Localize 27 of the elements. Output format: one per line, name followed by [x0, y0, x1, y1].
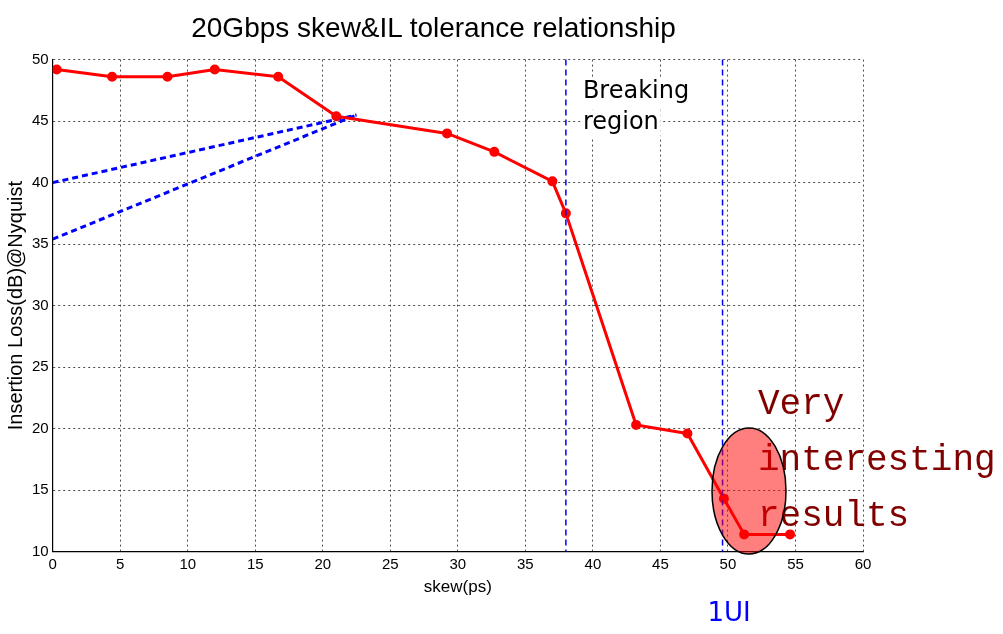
- x-tick-label: 45: [652, 554, 669, 572]
- y-tick-label: 30: [32, 295, 49, 313]
- x-tick-label: 50: [719, 554, 737, 572]
- x-tick-label: 30: [449, 554, 467, 572]
- chart-title: 20Gbps skew&IL tolerance relationship: [191, 11, 676, 43]
- ref-line-label: 1UI: [707, 597, 751, 628]
- y-tick-label: 45: [32, 111, 49, 129]
- x-tick-label: 55: [787, 554, 804, 572]
- x-axis-title: skew(ps): [423, 577, 492, 597]
- x-tick-label: 60: [854, 554, 872, 572]
- ref-line-label: Breaking region: [582, 75, 690, 135]
- x-tick-label: 25: [381, 554, 399, 572]
- x-tick-label: 35: [517, 554, 534, 572]
- y-tick-label: 40: [32, 172, 49, 190]
- x-tick-label: 5: [116, 554, 125, 572]
- y-tick-label: 25: [32, 357, 49, 375]
- x-tick-label: 40: [584, 554, 602, 572]
- y-tick-label: 35: [32, 234, 49, 252]
- y-tick-label: 10: [32, 541, 49, 559]
- x-tick-label: 15: [246, 554, 264, 572]
- y-axis-title: Insertion Loss(dB)@Nyquist: [3, 180, 26, 431]
- x-tick-label: 0: [48, 554, 57, 572]
- y-tick-label: 15: [32, 480, 49, 498]
- y-tick-label: 20: [32, 418, 49, 436]
- x-tick-label: 20: [314, 554, 332, 572]
- x-tick-label: 10: [179, 554, 197, 572]
- y-tick-label: 50: [32, 49, 49, 67]
